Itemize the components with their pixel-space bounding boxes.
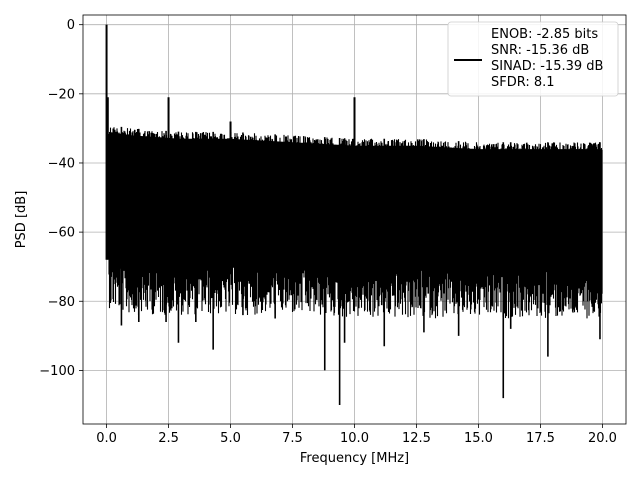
legend-entry-sinad: SINAD: -15.39 dB <box>491 59 603 74</box>
legend-entry-sfdr: SFDR: 8.1 <box>491 75 555 90</box>
y-tick-label: −20 <box>48 87 75 102</box>
x-tick-label: 0.0 <box>96 431 117 446</box>
legend-box <box>447 21 619 97</box>
x-tick-label: 17.5 <box>526 431 555 446</box>
y-tick-label: 0 <box>67 18 75 33</box>
y-axis-label: PSD [dB] <box>14 191 29 249</box>
y-tick-label: −80 <box>48 295 75 310</box>
x-tick-label: 12.5 <box>402 431 431 446</box>
x-tick-label: 10.0 <box>340 431 369 446</box>
x-axis-label: Frequency [MHz] <box>300 451 409 466</box>
x-tick-label: 7.5 <box>282 431 303 446</box>
x-tick-label: 20.0 <box>588 431 617 446</box>
x-tick-label: 5.0 <box>220 431 241 446</box>
y-tick-label: −100 <box>39 364 75 379</box>
legend-entry-enob: ENOB: -2.85 bits <box>491 27 598 42</box>
x-tick-label: 15.0 <box>464 431 493 446</box>
axis-ticks: 0.0 2.5 5.0 7.5 10.0 12.5 15.0 17.5 20.0 0 −20 −40 −… <box>39 18 617 446</box>
noise-band <box>109 131 603 264</box>
x-tick-label: 2.5 <box>158 431 179 446</box>
legend-entry-snr: SNR: -15.36 dB <box>491 43 589 58</box>
y-tick-label: −60 <box>48 226 75 241</box>
series-trace <box>105 24 603 405</box>
legend: ENOB: -2.85 bits SNR: -15.36 dB SINAD: -… <box>447 21 619 97</box>
y-tick-label: −40 <box>48 156 75 171</box>
